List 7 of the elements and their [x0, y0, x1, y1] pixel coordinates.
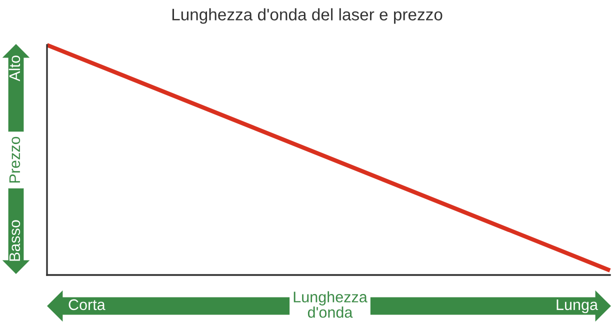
x-axis-title: Lunghezza d'onda	[294, 291, 368, 318]
text: Lunga	[556, 299, 598, 314]
annotation: Basso	[9, 220, 20, 261]
y-axis-title: Prezzo	[9, 136, 20, 183]
chart-title: Lunghezza d'onda del laser e prezzo	[172, 8, 442, 24]
text: Corta	[68, 299, 106, 310]
annotation: Alto	[8, 56, 20, 82]
